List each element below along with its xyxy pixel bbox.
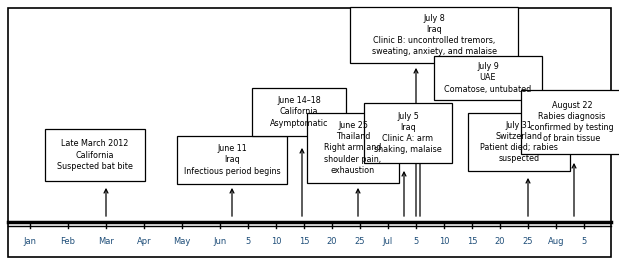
- Text: July 5
Iraq
Clinic A: arm
shaking, malaise: July 5 Iraq Clinic A: arm shaking, malai…: [374, 112, 442, 154]
- Text: Feb: Feb: [61, 237, 76, 246]
- Text: 25: 25: [355, 237, 365, 246]
- Bar: [364, 103, 452, 163]
- Text: Mar: Mar: [98, 237, 114, 246]
- Text: July 8
Iraq
Clinic B: uncontrolled tremors,
sweating, anxiety, and malaise: July 8 Iraq Clinic B: uncontrolled tremo…: [371, 14, 496, 56]
- Text: May: May: [173, 237, 191, 246]
- Text: June 11
Iraq
Infectious period begins: June 11 Iraq Infectious period begins: [184, 144, 280, 176]
- Text: 5: 5: [581, 237, 587, 246]
- Text: 10: 10: [439, 237, 449, 246]
- Bar: [45, 129, 145, 181]
- Text: Aug: Aug: [548, 237, 565, 246]
- Text: Late March 2012
California
Suspected bat bite: Late March 2012 California Suspected bat…: [57, 139, 133, 171]
- Bar: [434, 56, 542, 100]
- Text: 10: 10: [271, 237, 281, 246]
- Text: 20: 20: [495, 237, 505, 246]
- Text: Jun: Jun: [214, 237, 227, 246]
- Text: 5: 5: [245, 237, 251, 246]
- Text: 5: 5: [413, 237, 418, 246]
- Text: 15: 15: [299, 237, 310, 246]
- Bar: [350, 7, 518, 63]
- Bar: [307, 113, 399, 183]
- Text: June 14–18
California
Asymptomatic: June 14–18 California Asymptomatic: [270, 96, 328, 128]
- Text: Jul: Jul: [383, 237, 393, 246]
- Bar: [521, 90, 619, 154]
- Bar: [468, 113, 570, 171]
- Text: August 22
Rabies diagnosis
confirmed by testing
of brain tissue: August 22 Rabies diagnosis confirmed by …: [530, 101, 614, 143]
- Text: Jan: Jan: [24, 237, 37, 246]
- Text: June 25
Thailand
Right arm and
shoulder pain,
exhaustion: June 25 Thailand Right arm and shoulder …: [324, 121, 382, 175]
- Text: July 9
UAE
Comatose, untubated: July 9 UAE Comatose, untubated: [444, 62, 532, 94]
- Bar: [252, 88, 346, 136]
- Text: Apr: Apr: [137, 237, 151, 246]
- Text: 25: 25: [523, 237, 533, 246]
- Bar: [177, 136, 287, 184]
- Text: 20: 20: [327, 237, 337, 246]
- Text: July 31
Switzerland
Patient died; rabies
suspected: July 31 Switzerland Patient died; rabies…: [480, 121, 558, 163]
- Text: 15: 15: [467, 237, 477, 246]
